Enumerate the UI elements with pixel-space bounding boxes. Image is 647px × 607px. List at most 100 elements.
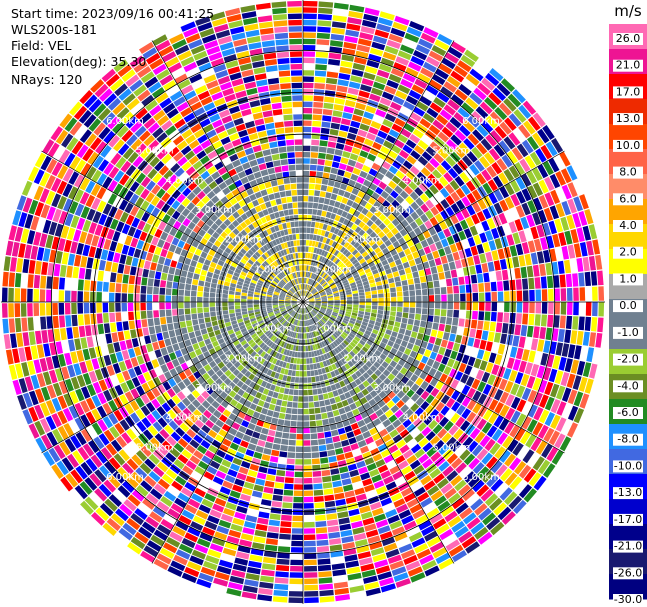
gate-cell xyxy=(184,290,191,297)
gate-cell xyxy=(337,352,344,360)
gate-cell xyxy=(597,317,604,333)
gate-cell xyxy=(260,394,267,401)
gate-cell xyxy=(293,332,297,338)
gate-cell xyxy=(224,227,232,235)
gate-cell xyxy=(70,376,80,390)
gate-cell xyxy=(505,394,515,407)
gate-cell xyxy=(291,303,297,306)
gate-cell xyxy=(324,379,330,387)
gate-cell xyxy=(361,207,369,216)
gate-cell xyxy=(520,325,528,337)
gate-cell xyxy=(387,340,395,347)
gate-cell xyxy=(305,284,308,290)
gate-cell xyxy=(317,313,322,319)
gate-cell xyxy=(338,189,345,197)
gate-cell xyxy=(328,358,334,365)
gate-cell xyxy=(344,234,351,241)
gate-cell xyxy=(391,449,402,459)
gate-cell xyxy=(592,286,598,301)
gate-cell xyxy=(330,283,336,288)
gate-cell xyxy=(156,199,166,210)
gate-cell xyxy=(172,343,180,352)
gate-cell xyxy=(268,275,274,280)
gate-cell xyxy=(11,241,20,257)
gate-cell xyxy=(265,396,272,403)
gate-cell xyxy=(255,363,262,370)
gate-cell xyxy=(268,519,280,527)
gate-cell xyxy=(210,391,219,400)
gate-cell xyxy=(329,271,335,277)
gate-cell xyxy=(394,409,404,419)
gate-cell xyxy=(249,330,256,336)
gate-cell xyxy=(347,228,354,236)
gate-cell xyxy=(444,487,457,500)
gate-cell xyxy=(345,560,360,569)
gate-cell xyxy=(334,242,340,250)
gate-cell xyxy=(462,512,477,525)
gate-cell xyxy=(375,186,384,195)
gate-cell xyxy=(217,338,225,345)
gate-cell xyxy=(468,457,480,470)
gate-cell xyxy=(324,500,336,508)
gate-cell xyxy=(434,287,441,295)
gate-cell xyxy=(335,329,342,335)
gate-cell xyxy=(280,367,286,374)
gate-cell xyxy=(217,361,225,369)
gate-cell xyxy=(566,373,576,389)
gate-cell xyxy=(373,273,380,279)
gate-cell xyxy=(190,290,197,297)
gate-cell xyxy=(377,309,384,315)
gate-cell xyxy=(399,190,409,200)
gate-cell xyxy=(519,158,531,173)
gate-cell xyxy=(241,487,253,496)
gate-cell xyxy=(352,307,359,311)
gate-cell xyxy=(140,393,150,405)
gate-cell xyxy=(8,303,14,318)
gate-cell xyxy=(12,348,20,364)
gate-cell xyxy=(364,353,371,360)
gate-cell xyxy=(398,328,406,335)
gate-cell xyxy=(280,381,286,388)
gate-cell xyxy=(303,164,310,170)
gate-cell xyxy=(491,291,498,302)
gate-cell xyxy=(78,109,92,124)
gate-cell xyxy=(313,317,318,323)
gate-cell xyxy=(312,470,322,477)
gate-cell xyxy=(72,450,85,465)
gate-cell xyxy=(219,391,228,400)
gate-cell xyxy=(361,569,376,578)
gate-cell xyxy=(315,215,321,222)
gate-cell xyxy=(141,417,152,429)
gate-cell xyxy=(576,227,585,242)
gate-cell xyxy=(503,280,510,291)
gate-cell xyxy=(499,259,507,270)
gate-cell xyxy=(334,235,340,242)
gate-cell xyxy=(46,158,58,174)
gate-cell xyxy=(333,250,340,257)
gate-cell xyxy=(55,341,63,355)
gate-cell xyxy=(174,268,182,276)
gate-cell xyxy=(235,244,242,251)
gate-cell xyxy=(229,333,236,339)
gate-cell xyxy=(156,332,164,341)
gate-cell xyxy=(206,326,214,333)
gate-cell xyxy=(102,302,109,313)
gate-cell xyxy=(409,20,425,32)
gate-cell xyxy=(351,520,363,529)
gate-cell xyxy=(470,245,479,256)
gate-cell xyxy=(497,302,504,312)
gate-cell xyxy=(403,123,415,133)
gate-cell xyxy=(285,314,290,320)
gate-cell xyxy=(178,289,185,296)
gate-cell xyxy=(153,317,161,326)
gate-cell xyxy=(384,292,390,298)
gate-cell xyxy=(100,226,109,238)
gate-cell xyxy=(241,299,247,302)
gate-cell xyxy=(303,51,316,57)
gate-cell xyxy=(249,403,257,411)
gate-cell xyxy=(328,253,334,260)
gate-cell xyxy=(481,263,489,273)
gate-cell xyxy=(318,320,324,326)
gate-cell xyxy=(278,457,287,464)
gate-cell xyxy=(537,339,545,352)
